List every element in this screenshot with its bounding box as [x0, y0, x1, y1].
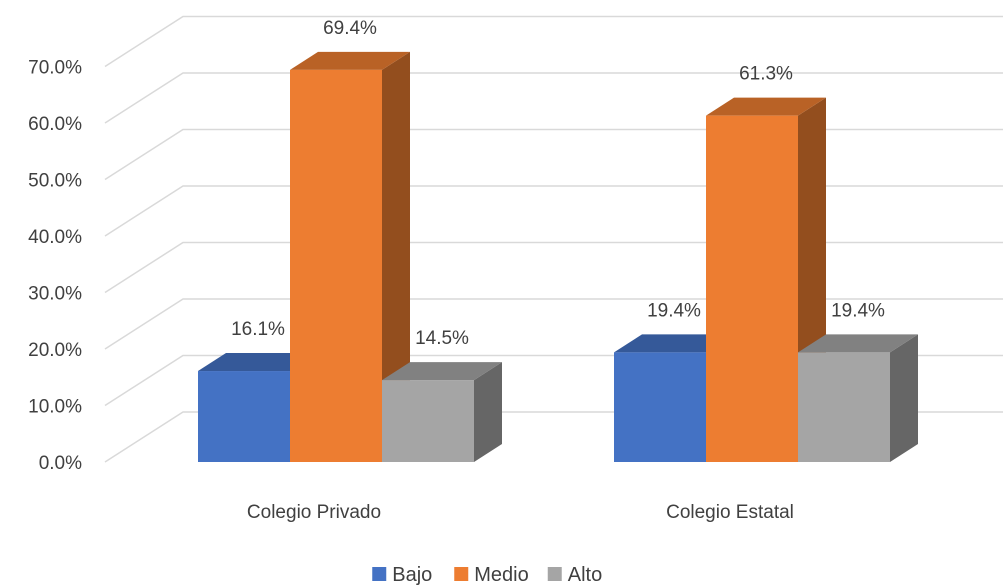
gridlines: [104, 15, 1003, 463]
bar-front: [614, 352, 706, 462]
category-label: Colegio Privado: [247, 502, 381, 523]
category-labels: Colegio Privado Colegio Estatal: [247, 502, 794, 523]
category-label: Colegio Estatal: [666, 502, 794, 523]
bar-top: [382, 362, 502, 381]
data-label: 14.5%: [415, 328, 469, 349]
y-tick-label: 70.0%: [28, 58, 82, 79]
gridline: [104, 72, 1003, 124]
legend-swatch: [547, 567, 562, 581]
legend: Bajo Medio Alto: [372, 564, 602, 586]
bar-side: [474, 362, 502, 462]
bar-front: [798, 352, 890, 462]
data-labels: 16.1% 69.4% 14.5% 19.4% 61.3% 19.4%: [231, 18, 885, 349]
legend-label: Alto: [568, 564, 602, 586]
bar-medio-2: [706, 97, 826, 462]
data-label: 19.4%: [831, 300, 885, 321]
data-label: 61.3%: [739, 64, 793, 85]
data-label: 19.4%: [647, 300, 701, 321]
y-tick-label: 10.0%: [28, 397, 82, 418]
legend-swatch: [454, 567, 469, 581]
bars: [198, 51, 918, 462]
bar-side: [382, 51, 410, 462]
legend-item-alto: Alto: [547, 564, 602, 586]
gridline: [104, 185, 1003, 237]
bar-top: [798, 334, 918, 353]
bar-front: [290, 69, 382, 462]
bar-front: [198, 371, 290, 462]
bar-top: [614, 334, 734, 353]
y-tick-label: 60.0%: [28, 114, 82, 135]
legend-item-bajo: Bajo: [372, 564, 432, 586]
gridline: [104, 15, 1003, 68]
data-label: 69.4%: [323, 18, 377, 39]
bar-top: [198, 353, 318, 372]
gridline: [104, 241, 1003, 294]
y-tick-label: 30.0%: [28, 284, 82, 305]
y-tick-label: 20.0%: [28, 340, 82, 361]
legend-swatch: [372, 567, 387, 581]
y-tick-label: 50.0%: [28, 171, 82, 192]
y-tick-label: 40.0%: [28, 227, 82, 248]
legend-item-medio: Medio: [454, 564, 529, 586]
bar-top: [290, 51, 410, 70]
bar-front: [706, 115, 798, 462]
legend-label: Bajo: [392, 564, 432, 586]
bar-alto-1: [382, 362, 502, 462]
bar-side: [890, 334, 918, 462]
gridline: [104, 128, 1003, 181]
bar-alto-2: [798, 334, 918, 462]
bar-medio-1: [290, 51, 410, 462]
bar-top: [706, 97, 826, 116]
bar-front: [382, 380, 474, 462]
y-tick-label: 0.0%: [39, 453, 82, 474]
legend-label: Medio: [474, 564, 528, 586]
data-label: 16.1%: [231, 319, 285, 340]
y-axis-ticks: 0.0% 10.0% 20.0% 30.0% 40.0% 50.0% 60.0% 70.0%: [28, 58, 82, 475]
